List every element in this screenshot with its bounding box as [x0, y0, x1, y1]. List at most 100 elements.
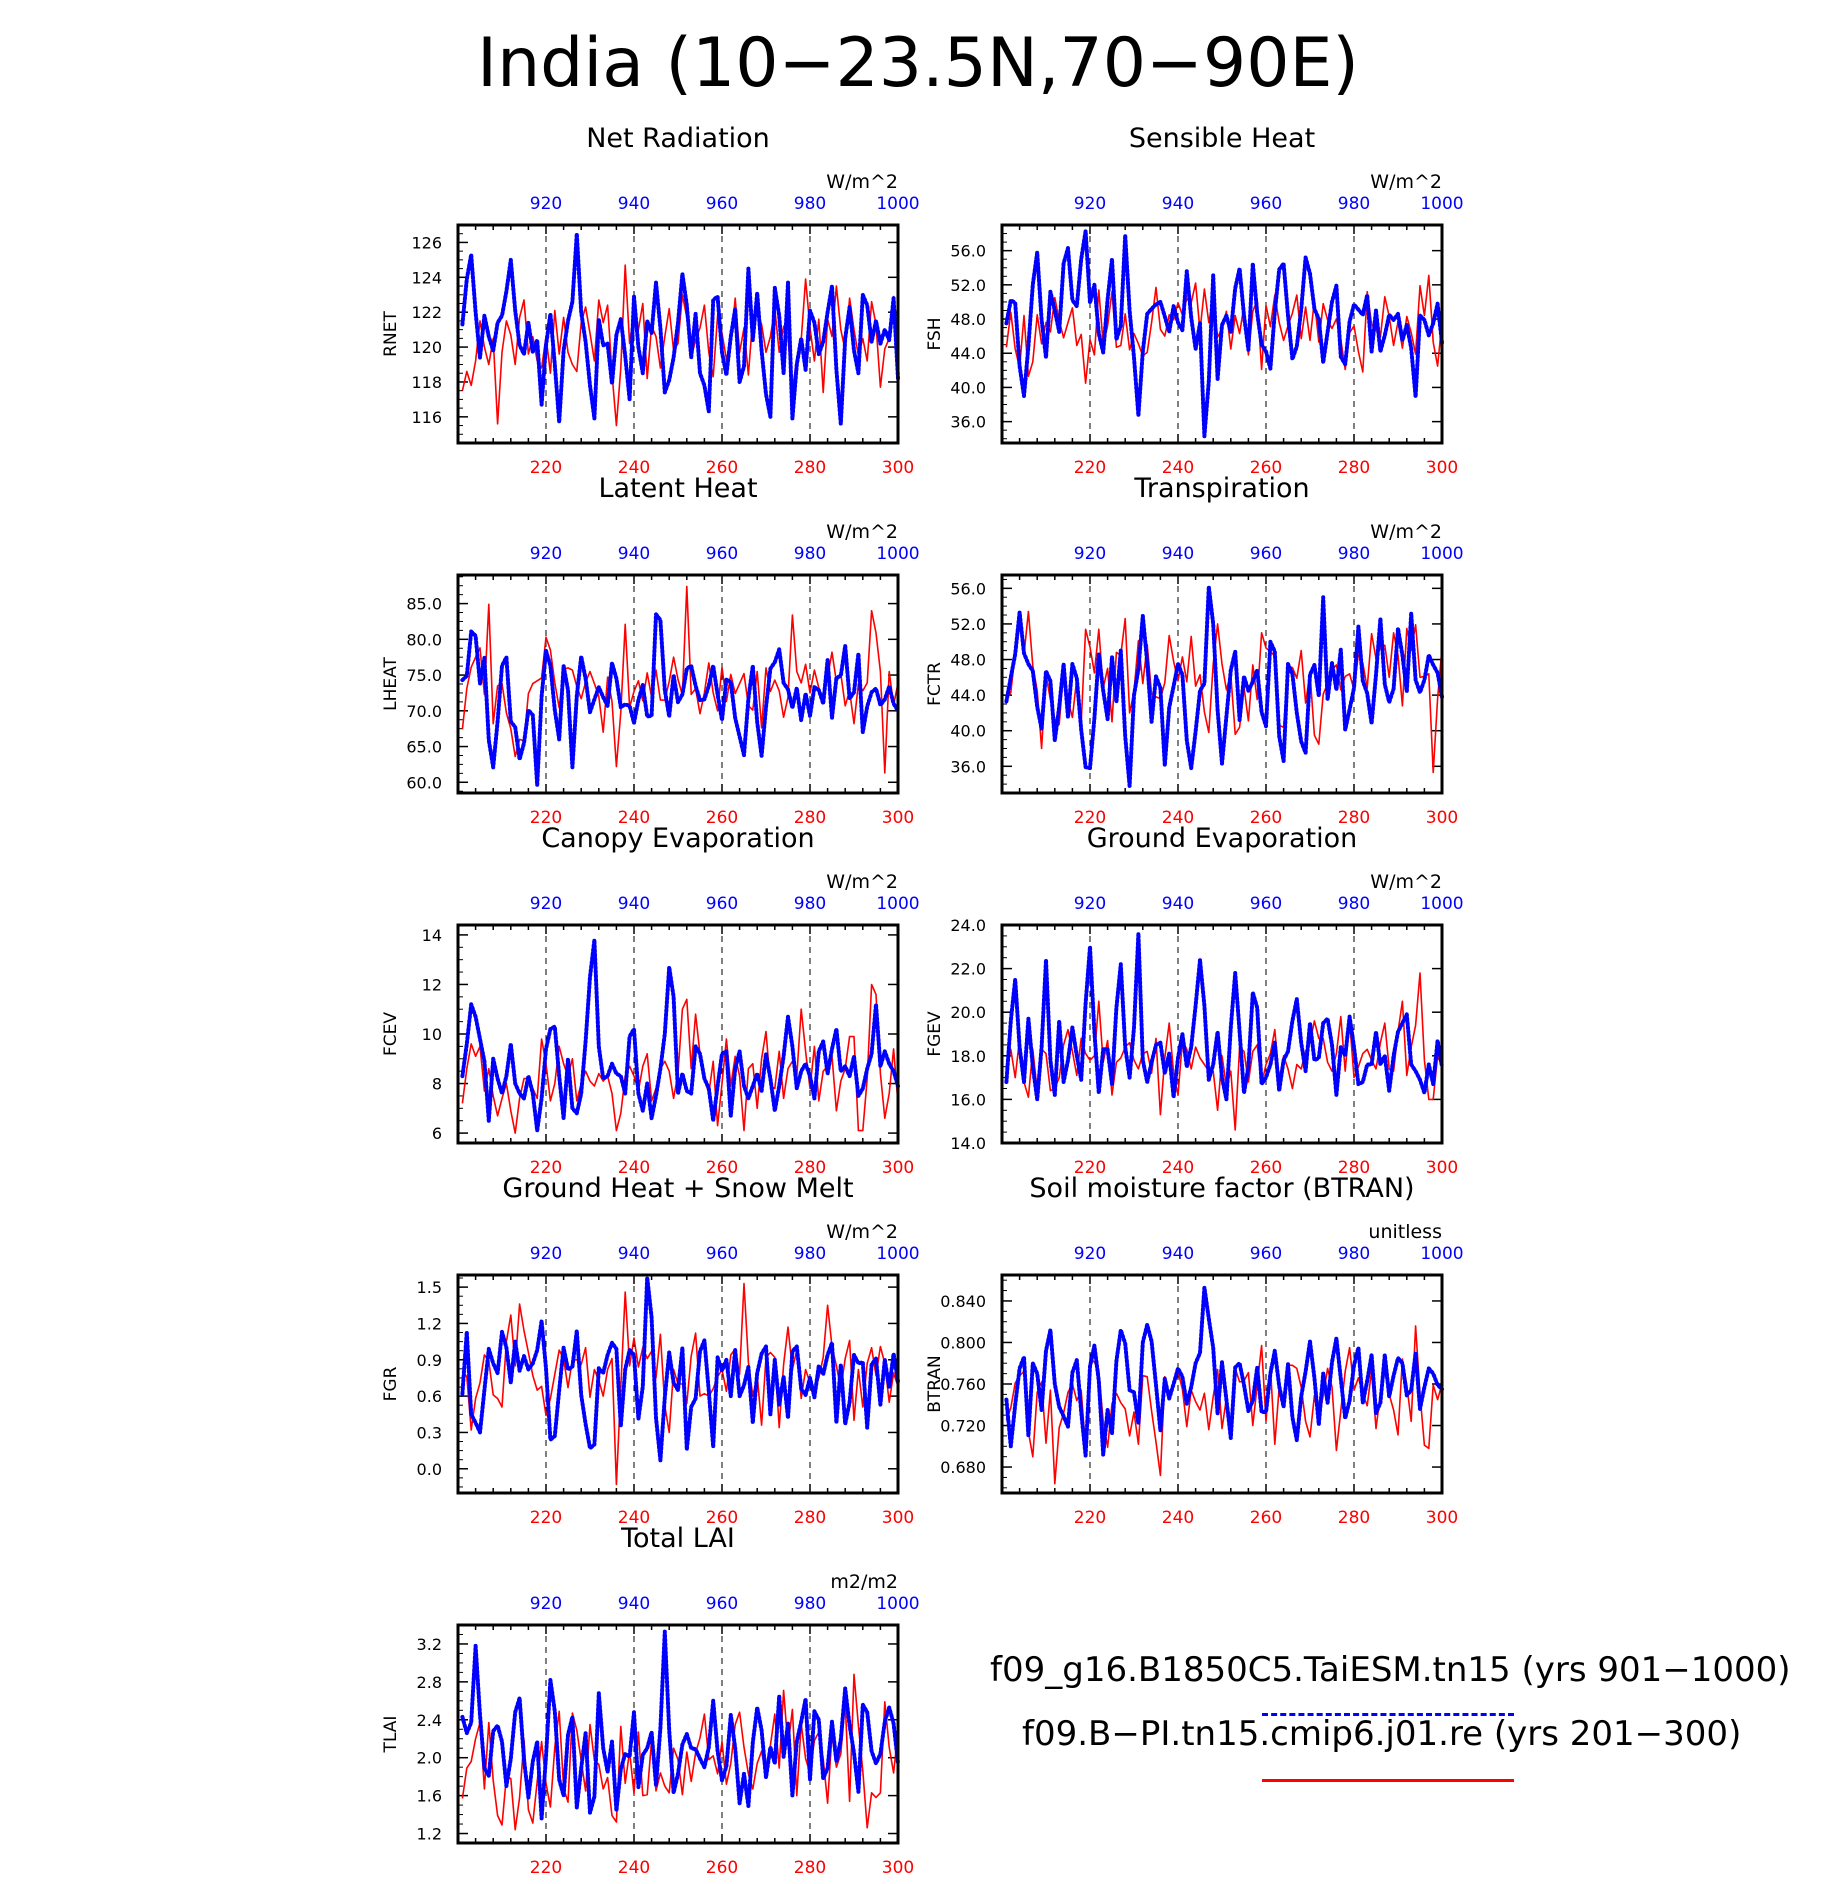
series-line-run1: [460, 1629, 900, 1821]
x-tick-label-bottom: 220: [530, 1858, 562, 1878]
y-tick-label: 36.0: [950, 413, 986, 432]
y-tick-label: 16.0: [950, 1090, 986, 1109]
units-label: W/m^2: [826, 521, 898, 543]
panel-fctr: Transpiration W/m^2 FCTR 36.0 40.0 44.0 48.0 52…: [925, 473, 1464, 828]
x-tick-label-bottom: 240: [618, 1158, 650, 1178]
x-tick-label-top: 920: [530, 1244, 562, 1264]
x-tick-label-top: 1000: [876, 1594, 919, 1614]
x-tick-label-top: 1000: [1420, 544, 1463, 564]
y-tick-label: 85.0: [406, 595, 442, 614]
plot-frame: [456, 573, 900, 795]
x-tick-label-top: 920: [1074, 544, 1106, 564]
x-tick-label-bottom: 220: [1074, 458, 1106, 478]
y-tick-label: 12: [422, 975, 442, 994]
series-line-run1: [1004, 1285, 1444, 1458]
x-tick-label-bottom: 260: [706, 458, 738, 478]
units-label: W/m^2: [1370, 871, 1442, 893]
plot-frame: [456, 923, 900, 1145]
series-line-run1: [1004, 584, 1444, 788]
x-tick-label-top: 940: [618, 544, 650, 564]
x-tick-label-top: 960: [706, 544, 738, 564]
series-line-run2: [461, 1673, 899, 1831]
y-tick-label: 116: [411, 408, 442, 427]
y-axis-label: LHEAT: [381, 657, 401, 711]
panel-title: Sensible Heat: [1129, 123, 1315, 154]
x-tick-label-bottom: 260: [1250, 458, 1282, 478]
plot-frame: [1000, 923, 1444, 1145]
panel-fgev: Ground Evaporation W/m^2 FGEV 14.0 16.0 18.0 2…: [925, 823, 1464, 1178]
x-tick-label-top: 940: [618, 194, 650, 214]
y-axis-label: BTRAN: [925, 1355, 945, 1413]
y-tick-label: 0.3: [417, 1423, 442, 1442]
x-tick-label-bottom: 280: [1338, 458, 1370, 478]
plot-frame: [456, 1273, 900, 1495]
x-tick-label-top: 980: [1338, 1244, 1370, 1264]
y-tick-label: 52.0: [950, 276, 986, 295]
x-tick-label-top: 960: [706, 894, 738, 914]
y-tick-label: 0.6: [417, 1387, 442, 1406]
x-tick-label-bottom: 300: [882, 808, 914, 828]
units-label: W/m^2: [826, 871, 898, 893]
y-tick-label: 24.0: [950, 916, 986, 935]
x-tick-label-bottom: 220: [530, 1508, 562, 1528]
x-tick-label-top: 980: [1338, 544, 1370, 564]
y-tick-label: 1.5: [417, 1278, 442, 1297]
x-tick-label-top: 920: [530, 194, 562, 214]
y-tick-label: 3.2: [417, 1635, 442, 1654]
units-label: W/m^2: [826, 171, 898, 193]
x-tick-label-top: 920: [1074, 194, 1106, 214]
x-tick-label-top: 920: [530, 1594, 562, 1614]
x-tick-label-top: 1000: [1420, 194, 1463, 214]
series-line-run1: [1004, 229, 1444, 439]
y-tick-label: 36.0: [950, 757, 986, 776]
y-tick-label: 0.680: [940, 1458, 986, 1477]
panel-title: Net Radiation: [586, 123, 770, 154]
panel-title: Latent Heat: [598, 473, 757, 504]
panel-title: Total LAI: [620, 1523, 735, 1554]
y-tick-label: 48.0: [950, 651, 986, 670]
x-tick-label-bottom: 300: [1426, 1158, 1458, 1178]
x-tick-label-bottom: 280: [794, 1858, 826, 1878]
plot-frame: [456, 1623, 900, 1845]
plot-frame: [1000, 573, 1444, 795]
y-axis-label: TLAI: [381, 1716, 401, 1754]
y-axis-label: FGR: [381, 1366, 401, 1401]
y-tick-label: 122: [411, 303, 442, 322]
plot-frame: [456, 223, 900, 445]
x-tick-label-bottom: 240: [618, 1858, 650, 1878]
x-tick-label-top: 940: [1162, 544, 1194, 564]
units-label: W/m^2: [826, 1221, 898, 1243]
x-tick-label-top: 960: [1250, 894, 1282, 914]
x-tick-label-bottom: 300: [882, 1508, 914, 1528]
y-tick-label: 2.8: [417, 1673, 442, 1692]
x-tick-label-bottom: 240: [618, 1508, 650, 1528]
x-tick-label-bottom: 280: [1338, 808, 1370, 828]
x-tick-label-bottom: 300: [1426, 808, 1458, 828]
units-label: unitless: [1368, 1221, 1442, 1243]
y-tick-label: 6: [432, 1124, 442, 1143]
y-tick-label: 0.720: [940, 1417, 986, 1436]
y-tick-label: 1.2: [417, 1314, 442, 1333]
x-tick-label-bottom: 300: [1426, 458, 1458, 478]
y-axis-label: FCEV: [381, 1012, 401, 1056]
y-tick-label: 14: [422, 926, 442, 945]
x-tick-label-top: 1000: [876, 1244, 919, 1264]
y-tick-label: 126: [411, 233, 442, 252]
legend-line-run1: [1262, 1713, 1514, 1716]
x-tick-label-top: 960: [706, 1594, 738, 1614]
x-tick-label-bottom: 240: [618, 458, 650, 478]
y-tick-label: 14.0: [950, 1134, 986, 1153]
x-tick-label-top: 960: [706, 194, 738, 214]
x-tick-label-bottom: 220: [1074, 808, 1106, 828]
y-tick-label: 40.0: [950, 378, 986, 397]
x-tick-label-top: 940: [618, 894, 650, 914]
x-tick-label-bottom: 260: [706, 808, 738, 828]
x-tick-label-top: 960: [1250, 544, 1282, 564]
x-tick-label-top: 960: [1250, 194, 1282, 214]
panel-rnet: Net Radiation W/m^2 RNET 116 118 120 122 124 126…: [381, 123, 920, 478]
x-tick-label-top: 940: [618, 1594, 650, 1614]
x-tick-label-bottom: 260: [706, 1158, 738, 1178]
y-axis-label: FSH: [925, 317, 945, 350]
y-tick-label: 0.760: [940, 1375, 986, 1394]
x-tick-label-bottom: 280: [794, 458, 826, 478]
